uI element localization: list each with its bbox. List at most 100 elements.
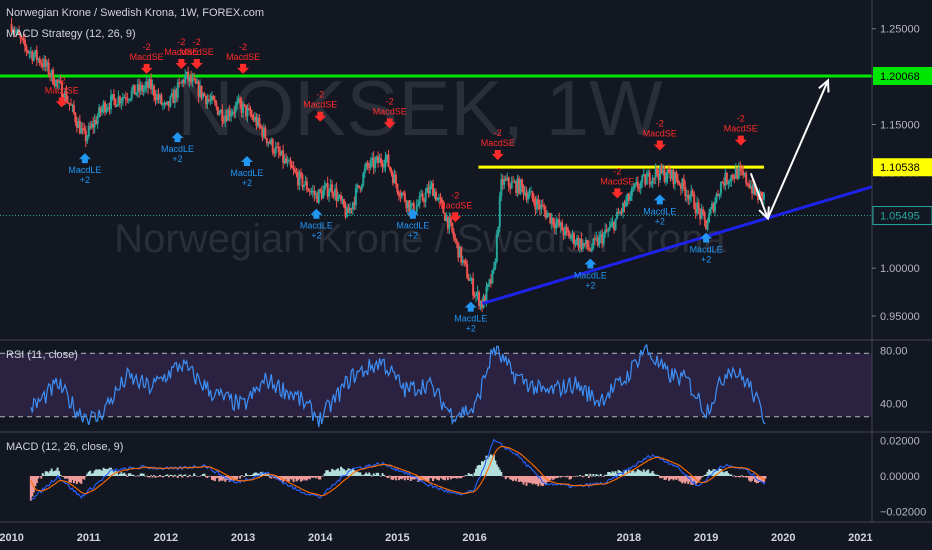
macd-histogram-bar [601, 476, 604, 477]
macd-histogram-bar [429, 476, 432, 479]
candle-body [682, 178, 685, 187]
macd-histogram-bar [72, 476, 75, 484]
candle-body [326, 183, 329, 197]
user-drawings[interactable] [481, 78, 873, 306]
short-arrow-icon [449, 212, 462, 223]
macd-histogram-bar [338, 470, 341, 476]
macd-histogram-bar [285, 476, 288, 480]
candle-body [209, 99, 212, 101]
candle-body [267, 141, 270, 144]
macd-histogram-bar [117, 474, 120, 476]
candle-body [752, 183, 755, 194]
macd-histogram-bar [40, 476, 43, 479]
x-tick-label: 2010 [0, 532, 24, 544]
candle-body [243, 104, 246, 106]
candle-body [354, 188, 357, 206]
macd-histogram-bar [176, 476, 179, 479]
candle-body [58, 80, 61, 83]
candle-body [230, 114, 233, 117]
macd-histogram-bar [178, 474, 181, 476]
candle-body [38, 58, 41, 64]
candle-body [694, 208, 697, 214]
macd-histogram-bar [617, 469, 620, 476]
macd-histogram-bar [129, 473, 132, 476]
candle-body [25, 46, 28, 51]
candle-body [72, 104, 75, 114]
macd-histogram-bar [47, 472, 50, 476]
macd-histogram-bar [292, 476, 295, 483]
candle-body [669, 173, 672, 179]
candle-body [518, 178, 521, 194]
candle-body [420, 193, 423, 196]
candle-body [467, 278, 470, 281]
macd-histogram-bar [182, 474, 185, 476]
macd-histogram-bar [644, 472, 647, 476]
macd-histogram-bar [69, 476, 72, 483]
candle-body [513, 181, 516, 183]
candle-body [435, 191, 437, 201]
short-arrow-icon [734, 135, 747, 146]
candle-body [593, 238, 596, 240]
candle-body [687, 194, 690, 200]
candle-body [553, 224, 556, 229]
price-candles [10, 17, 765, 313]
candle-body [400, 192, 403, 197]
macd-histogram-bar [604, 474, 607, 476]
candle-body [491, 270, 494, 284]
macd-histogram-bar [304, 476, 307, 481]
candle-body [527, 196, 530, 200]
candle-body [26, 50, 29, 53]
candle-body [448, 218, 451, 229]
candle-body [118, 96, 121, 104]
candle-body [236, 101, 239, 105]
support-trend-line [481, 185, 873, 306]
macd-histogram-bar [654, 474, 657, 476]
candle-body [40, 63, 43, 65]
macd-histogram-bar [388, 475, 391, 477]
short-qty-label: -2 [58, 75, 66, 85]
candle-body [256, 117, 259, 127]
macd-histogram-bar [294, 476, 297, 479]
macd-histogram-bar [685, 476, 688, 482]
candle-body [423, 200, 426, 203]
macd-histogram-bar [570, 476, 573, 479]
macd-histogram-bar [301, 476, 304, 481]
macd-histogram-bar [44, 471, 47, 476]
macd-histogram-bar [115, 471, 118, 476]
candle-body [406, 200, 409, 209]
macd-histogram-bar [87, 471, 90, 476]
macd-legend[interactable]: MACD (12, 26, close, 9) [6, 441, 124, 453]
candle-body [559, 222, 562, 227]
candle-body [613, 221, 616, 230]
candle-body [299, 172, 302, 175]
long-signal-label: MacdLE [396, 221, 429, 231]
candle-body [390, 169, 393, 175]
macd-histogram-bar [558, 475, 561, 477]
strategy-legend[interactable]: MACD Strategy (12, 26, 9) [6, 28, 136, 40]
candle-body [316, 193, 319, 203]
macd-histogram-bar [302, 476, 305, 480]
macd-histogram-bar [590, 476, 593, 477]
candle-body [325, 183, 328, 187]
rsi-legend[interactable]: RSI (11, close) [6, 349, 78, 361]
candle-body [512, 181, 515, 183]
candle-body [37, 58, 40, 60]
candle-body [722, 182, 725, 186]
macd-histogram-bar [320, 476, 323, 477]
long-signal-label: MacdLE [161, 144, 194, 154]
candle-body [443, 213, 446, 221]
macd-histogram-bar [571, 476, 574, 477]
candle-body [50, 69, 53, 77]
candle-body [310, 191, 313, 193]
candle-body [665, 178, 668, 182]
macd-histogram-bar [725, 471, 728, 476]
candle-body [650, 183, 653, 185]
short-qty-label: -2 [737, 114, 745, 124]
macd-histogram-bar [310, 476, 313, 478]
macd-histogram-bar [147, 476, 150, 478]
macd-histogram-bar [199, 476, 202, 477]
macd-histogram-bar [663, 476, 666, 481]
macd-histogram-bar [620, 471, 623, 476]
macd-histogram-bar [432, 476, 435, 482]
